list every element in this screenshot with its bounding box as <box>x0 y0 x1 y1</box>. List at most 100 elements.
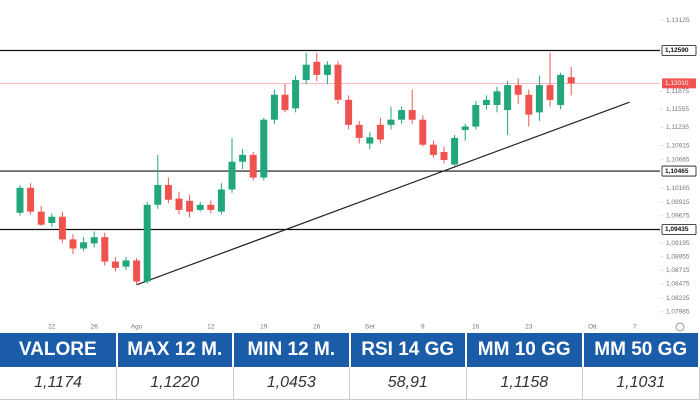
value-cell: 1,1031 <box>582 367 700 400</box>
candle-body <box>164 184 172 200</box>
x-tick-label: 7 <box>633 324 637 331</box>
y-tick-label: 1,10915 <box>666 142 690 149</box>
candle-body <box>143 204 151 282</box>
x-tick-label: 26 <box>313 324 321 331</box>
y-tick-label: 1,08475 <box>666 281 690 288</box>
y-tick-label: 1,11555 <box>666 106 689 113</box>
candle-body <box>292 80 300 109</box>
y-tick-label: 1,11875 <box>666 88 689 95</box>
value-cell: 1,1174 <box>0 367 117 400</box>
value-cell: 58,91 <box>349 367 467 400</box>
stats-table: VALORE MAX 12 M. MIN 12 M. RSI 14 GG MM … <box>0 333 700 400</box>
candle-body <box>186 200 194 212</box>
header-cell: RSI 14 GG <box>349 333 467 367</box>
y-tick-label: 1,13125 <box>666 17 690 24</box>
candle-body <box>323 64 331 75</box>
candle-body <box>398 110 406 120</box>
candle-body <box>37 211 45 225</box>
last-price-label: 1,12010 <box>665 80 689 87</box>
candle-body <box>557 74 565 105</box>
header-cell: MM 10 GG <box>466 333 584 367</box>
value-cell: 1,1158 <box>466 367 583 400</box>
header-cell: VALORE <box>0 333 118 367</box>
candle-body <box>281 94 289 111</box>
candle-body <box>376 124 384 140</box>
y-tick-label: 1,09915 <box>666 199 690 206</box>
x-tick-label: 26 <box>91 324 99 331</box>
chart-background <box>0 0 700 333</box>
header-cell: MAX 12 M. <box>116 333 234 367</box>
x-tick-label: 22 <box>48 324 56 331</box>
candle-body <box>175 198 183 210</box>
x-tick-label: 23 <box>525 324 533 331</box>
level-label: 1,09435 <box>665 226 689 233</box>
candle-body <box>334 64 342 100</box>
y-tick-label: 1,08955 <box>666 253 690 260</box>
candle-body <box>217 189 225 212</box>
x-tick-label: 9 <box>421 324 425 331</box>
y-tick-label: 1,11235 <box>666 124 689 131</box>
candle-body <box>493 91 501 105</box>
candle-body <box>419 119 427 145</box>
candle-body <box>69 239 77 249</box>
candle-body <box>408 110 416 120</box>
settings-icon[interactable] <box>675 322 685 332</box>
candle-body <box>122 260 130 267</box>
candle-body <box>440 152 448 160</box>
candle-body <box>302 64 310 80</box>
candle-body <box>80 242 88 249</box>
candle-body <box>387 119 395 125</box>
candle-body <box>101 237 109 262</box>
candle-body <box>355 124 363 138</box>
chart: 1,13125 1,11875 1,11555 1,11235 1,10915 1,106… <box>0 0 700 333</box>
candle-body <box>58 216 66 240</box>
candle-body <box>207 204 215 210</box>
candle-body <box>546 85 554 100</box>
candle-body <box>133 260 141 282</box>
last-price-box <box>662 78 696 89</box>
header-cell: MM 50 GG <box>582 333 700 367</box>
x-tick-label: 16 <box>472 324 480 331</box>
candle-body <box>366 137 374 144</box>
x-tick-label: 19 <box>260 324 268 331</box>
candle-body <box>451 137 459 165</box>
candle-body <box>482 99 490 105</box>
candle-body <box>567 77 575 84</box>
level-label: 1,12590 <box>665 47 689 54</box>
candle-body <box>504 85 512 111</box>
level-label: 1,10465 <box>665 168 689 175</box>
candle-body <box>514 85 522 95</box>
candle-body <box>239 154 247 162</box>
candle-body <box>313 61 321 75</box>
candle-body <box>429 144 437 155</box>
candle-body <box>48 216 56 223</box>
y-tick-label: 1,09195 <box>666 240 690 247</box>
y-tick-label: 1,09675 <box>666 213 690 220</box>
candle-body <box>260 119 268 178</box>
candle-body <box>249 154 257 178</box>
candle-body <box>461 126 469 130</box>
y-tick-label: 1,10165 <box>666 185 690 192</box>
candle-body <box>27 187 35 212</box>
candle-body <box>16 187 24 213</box>
header-row: VALORE MAX 12 M. MIN 12 M. RSI 14 GG MM … <box>0 333 700 367</box>
value-row: 1,1174 1,1220 1,0453 58,91 1,1158 1,1031 <box>0 367 700 400</box>
x-tick-label: Ott <box>588 324 597 331</box>
candle-body <box>111 261 119 268</box>
y-tick-label: 1,07985 <box>666 308 690 315</box>
candle-body <box>535 85 543 113</box>
value-cell: 1,1220 <box>116 367 234 400</box>
y-tick-label: 1,08715 <box>666 267 690 274</box>
x-tick-label: Set <box>365 324 375 331</box>
candle-body <box>345 99 353 125</box>
candle-body <box>472 104 480 127</box>
header-cell: MIN 12 M. <box>233 333 351 367</box>
candle-body <box>525 94 533 115</box>
level-box <box>661 224 697 235</box>
candle-body <box>228 161 236 190</box>
trendline <box>136 101 630 286</box>
candle-body <box>154 184 162 205</box>
candle-body <box>196 204 204 210</box>
x-tick-label: 12 <box>207 324 215 331</box>
